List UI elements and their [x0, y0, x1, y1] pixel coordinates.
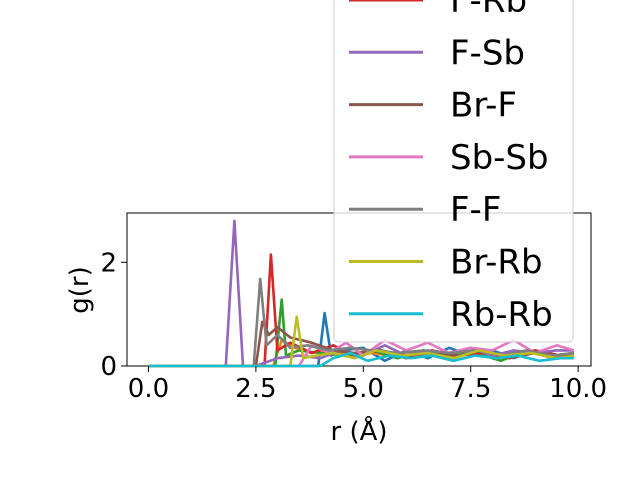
- legend-label: Rb-Rb: [450, 295, 553, 335]
- legend-label: F-Sb: [450, 33, 525, 73]
- x-axis-label: r (Å): [330, 415, 387, 447]
- series-line-8: [148, 315, 574, 368]
- legend-label: F-F: [450, 190, 501, 230]
- legend-frame: [333, 0, 574, 343]
- legend: F-Rb F-Sb Br-F Sb-Sb F-F Br-Rb Rb-Rb: [333, 0, 574, 343]
- series-line-9: [148, 351, 574, 368]
- y-tick-label: 0: [100, 352, 117, 382]
- legend-items: F-Rb F-Sb Br-F Sb-Sb F-F Br-Rb Rb-Rb: [349, 0, 553, 335]
- x-tick-label: 5.0: [343, 374, 384, 404]
- x-tick-label: 10.0: [549, 374, 607, 404]
- y-axis: 02: [100, 248, 127, 382]
- x-axis: 0.0 2.5 5.0 7.5 10.0: [128, 366, 607, 404]
- x-tick-label: 0.0: [128, 374, 169, 404]
- x-tick-label: 7.5: [450, 374, 491, 404]
- legend-label: Br-Rb: [450, 243, 543, 283]
- x-tick-label: 2.5: [235, 374, 276, 404]
- legend-label: Br-F: [450, 86, 517, 126]
- series-layer: [148, 219, 575, 368]
- y-tick-label: 2: [100, 248, 117, 278]
- plot-area: [126, 212, 592, 368]
- y-axis-label: g(r): [65, 266, 95, 313]
- legend-label: Sb-Sb: [450, 138, 549, 178]
- legend-label: F-Rb: [450, 0, 527, 21]
